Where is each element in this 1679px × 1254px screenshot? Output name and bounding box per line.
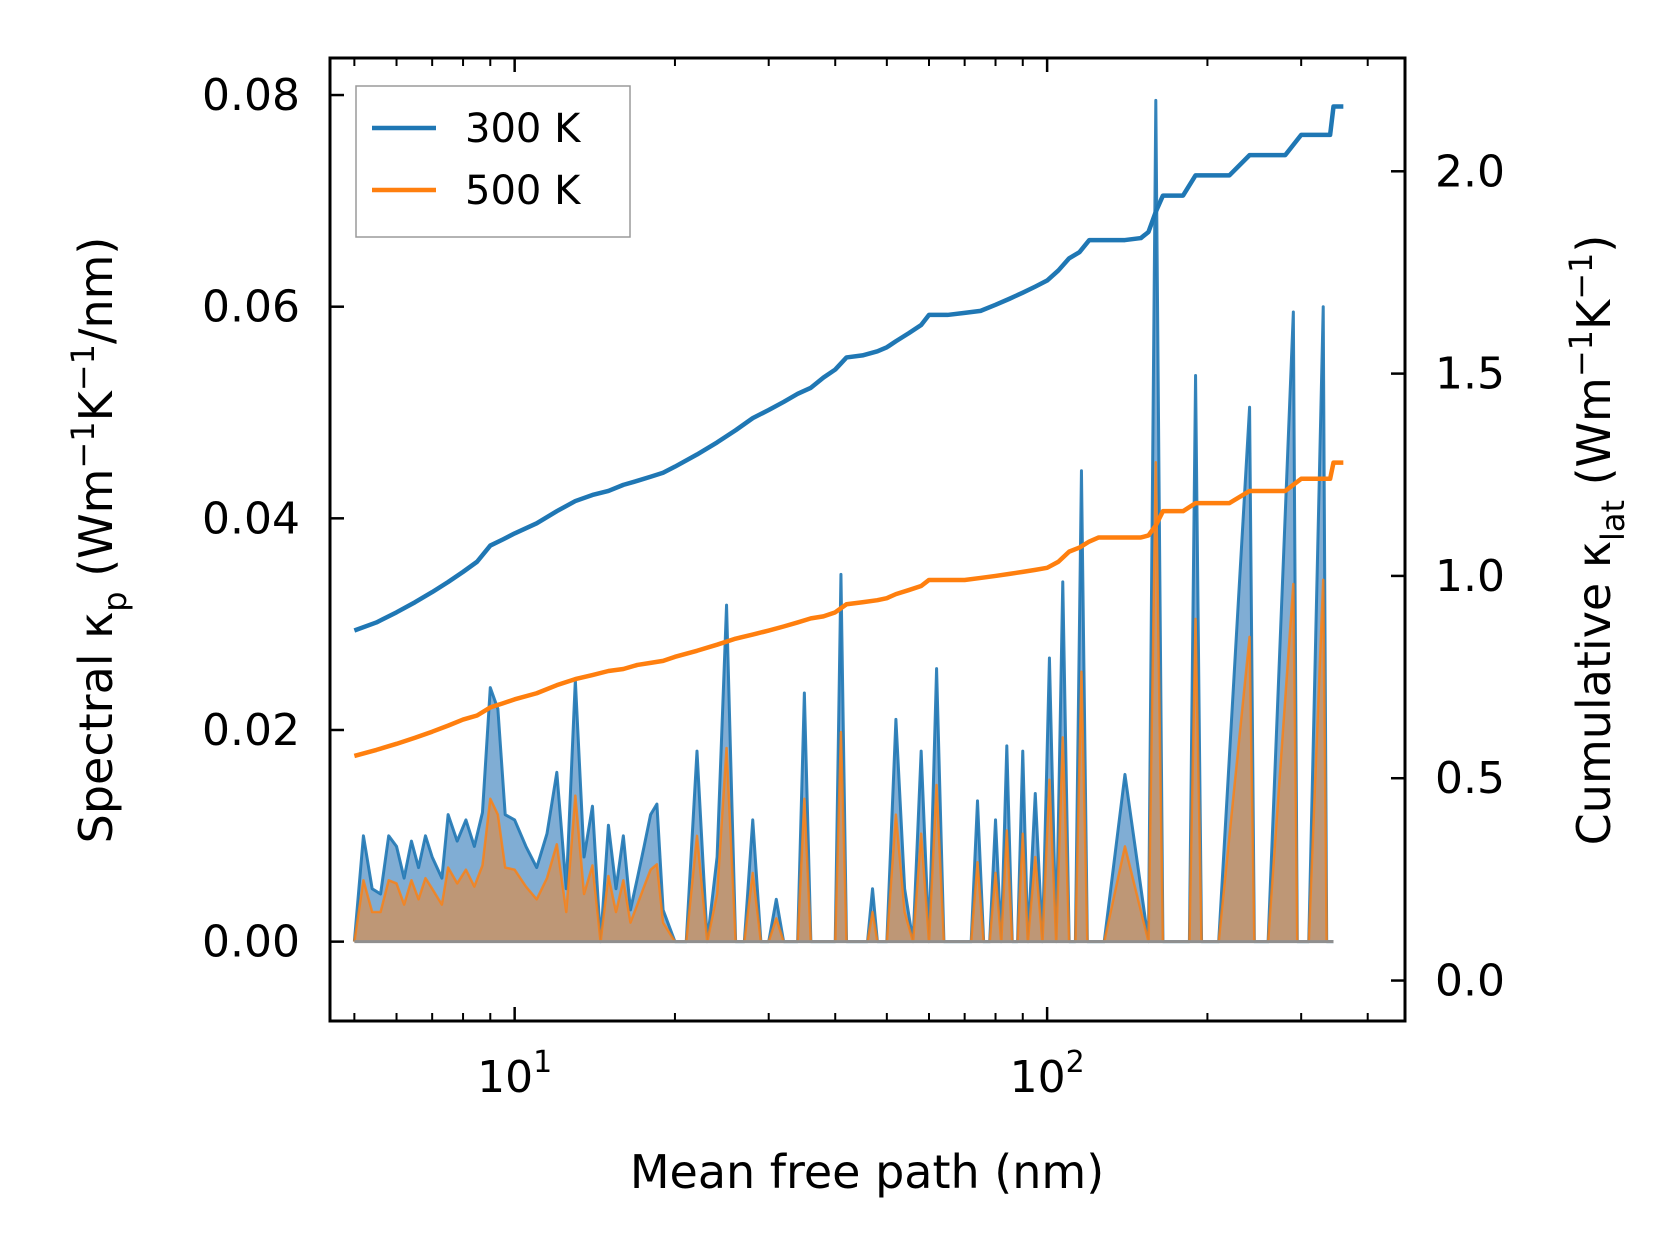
left-axis-title: Spectral κp (Wm−1K−1/nm) — [64, 237, 134, 844]
left-y-tick-label: 0.04 — [202, 493, 300, 544]
left-y-tick-label: 0.06 — [202, 282, 300, 333]
cumulative-500k-line — [353, 460, 1344, 759]
legend-label-300k: 300 K — [465, 106, 582, 152]
x-tick-label-base: 10 — [1010, 1052, 1066, 1103]
right-y-tick-label: 2.0 — [1435, 146, 1505, 197]
legend-frame — [355, 85, 631, 238]
x-axis-title: Mean free path (nm) — [630, 1145, 1104, 1199]
x-tick-label: 101 — [477, 1045, 552, 1103]
x-tick-label-exponent: 2 — [1066, 1045, 1085, 1080]
series-group — [352, 98, 1344, 944]
plot-area — [352, 98, 1344, 944]
right-y-tick-label: 0.0 — [1435, 956, 1505, 1007]
left-y-tick-label: 0.08 — [202, 70, 300, 121]
x-tick-label-exponent: 1 — [533, 1045, 552, 1080]
x-tick-label-base: 10 — [477, 1052, 533, 1103]
left-y-tick-label: 0.00 — [202, 917, 300, 968]
right-y-tick-label: 0.5 — [1435, 753, 1505, 804]
legend: 300 K 500 K — [355, 85, 631, 238]
right-axis-title: Cumulative κlat (Wm−1K−1) — [1562, 235, 1632, 846]
legend-label-500k: 500 K — [465, 168, 582, 214]
right-y-tick-label: 1.0 — [1435, 551, 1505, 602]
x-tick-label: 102 — [1010, 1045, 1085, 1103]
cumulative-300k-line — [353, 104, 1344, 633]
right-y-tick-label: 1.5 — [1435, 349, 1505, 400]
left-y-tick-label: 0.02 — [202, 705, 300, 756]
plot-frame — [328, 56, 1407, 1023]
